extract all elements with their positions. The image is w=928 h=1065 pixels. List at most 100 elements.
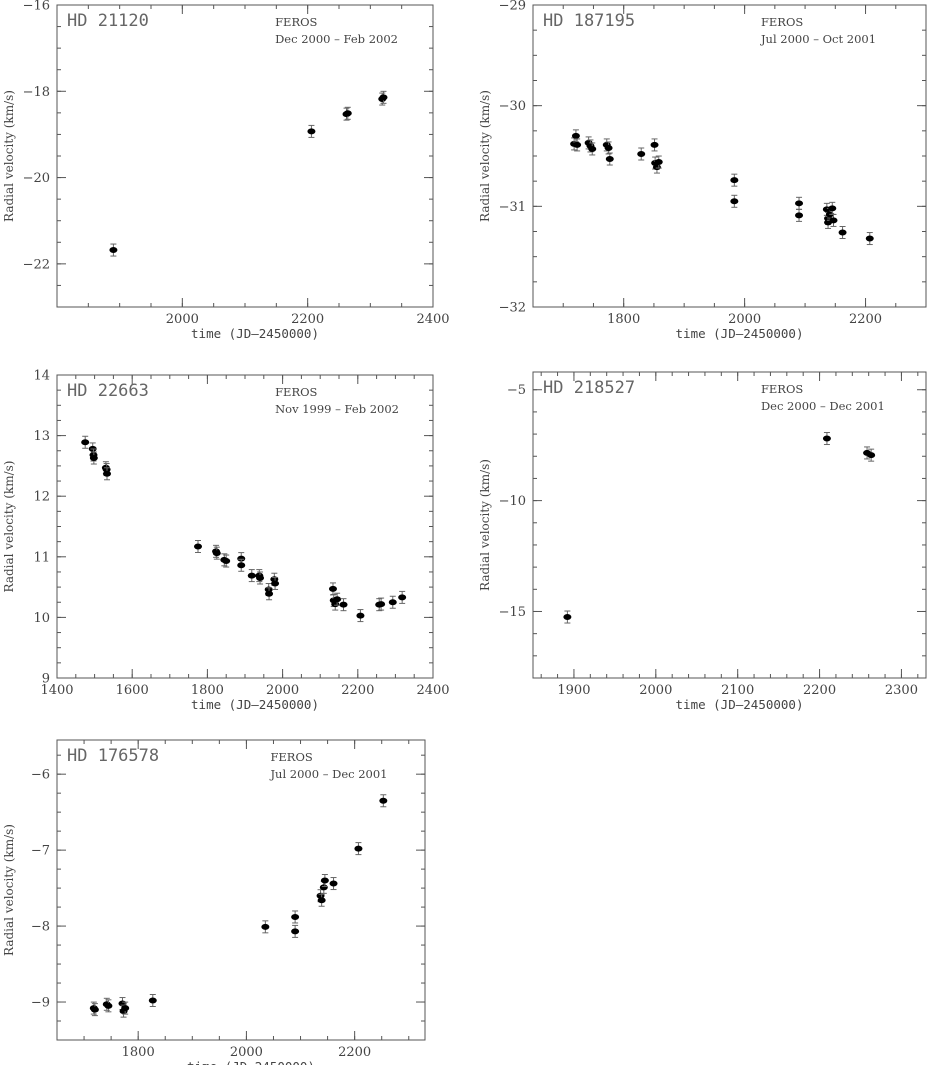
x-tick-label: 2400 bbox=[416, 312, 449, 327]
y-axis-label: Radial velocity (km/s) bbox=[2, 461, 16, 593]
x-tick-label: 2000 bbox=[230, 1045, 263, 1060]
chart-panel-1: 2000 2200 2400 −16 −18 −20 −22 time (JD–2450000… bbox=[2, 0, 450, 341]
data-point bbox=[377, 601, 386, 608]
data-point bbox=[222, 558, 231, 565]
data-point bbox=[329, 880, 338, 887]
data-point bbox=[271, 580, 280, 587]
x-tick-label: 1400 bbox=[40, 683, 73, 698]
data-point bbox=[828, 205, 837, 212]
data-point bbox=[571, 132, 580, 139]
data-point bbox=[291, 913, 300, 920]
data-point bbox=[822, 435, 831, 442]
data-point bbox=[261, 923, 270, 930]
data-point bbox=[81, 439, 90, 446]
star-name: HD 176578 bbox=[67, 746, 159, 766]
data-point bbox=[867, 452, 876, 459]
star-name: HD 21120 bbox=[67, 11, 149, 31]
y-tick-label: −22 bbox=[23, 257, 50, 272]
data-point bbox=[104, 1002, 113, 1009]
plot-frame bbox=[56, 4, 434, 308]
y-tick-label: −20 bbox=[23, 171, 50, 186]
data-point bbox=[343, 110, 352, 117]
data-point bbox=[573, 141, 582, 148]
y-tick-label: −29 bbox=[499, 0, 526, 14]
x-tick-label: 2200 bbox=[849, 312, 882, 327]
observing-period: Dec 2000 – Dec 2001 bbox=[761, 399, 885, 413]
data-point bbox=[829, 217, 838, 224]
observing-period: Jul 2000 – Dec 2001 bbox=[269, 767, 387, 781]
y-tick-label: −6 bbox=[31, 768, 50, 783]
x-axis-label: time (JD–2450000) bbox=[187, 1059, 315, 1065]
x-tick-label: 2400 bbox=[416, 683, 449, 698]
data-point bbox=[637, 150, 646, 157]
data-point bbox=[795, 212, 804, 219]
data-point bbox=[320, 877, 329, 884]
x-tick-label: 1800 bbox=[191, 683, 224, 698]
y-tick-label: −8 bbox=[31, 920, 50, 935]
x-tick-label: 2200 bbox=[341, 683, 374, 698]
x-tick-label: 2200 bbox=[291, 312, 324, 327]
data-point bbox=[605, 156, 614, 163]
chart-panel-2: 1800 2000 2200 −29 −30 −31 −32 time (JD–2450000… bbox=[478, 0, 927, 341]
data-point bbox=[588, 145, 597, 152]
y-tick-label: −9 bbox=[31, 996, 50, 1011]
x-axis-label: time (JD–2450000) bbox=[676, 326, 804, 341]
data-point bbox=[838, 229, 847, 236]
plot-frame bbox=[56, 739, 426, 1041]
data-point bbox=[339, 601, 348, 608]
chart-panel-4: 1900 2000 2100 2200 2300 −5 −10 −15 time (JD–245… bbox=[478, 371, 927, 712]
y-tick-label: −30 bbox=[499, 99, 526, 114]
data-point bbox=[604, 144, 613, 151]
star-name: HD 187195 bbox=[543, 11, 635, 31]
data-point bbox=[121, 1005, 130, 1012]
y-axis-label: Radial velocity (km/s) bbox=[2, 90, 16, 222]
y-tick-label: 12 bbox=[33, 490, 50, 505]
x-tick-label: 2000 bbox=[728, 312, 761, 327]
chart-panel-5: 1800 2000 2200 −6 −7 −8 −9 time (JD–2450000) Rad… bbox=[2, 739, 426, 1065]
data-point bbox=[652, 164, 661, 171]
y-axis-label: Radial velocity (km/s) bbox=[478, 90, 492, 222]
data-point bbox=[237, 562, 246, 569]
y-tick-label: −18 bbox=[23, 85, 50, 100]
data-point bbox=[730, 177, 739, 184]
plot-frame bbox=[532, 371, 927, 679]
data-point bbox=[89, 455, 98, 462]
instrument-label: FEROS bbox=[270, 750, 312, 764]
data-point bbox=[354, 845, 363, 852]
x-tick-label: 1900 bbox=[557, 683, 590, 698]
observing-period: Nov 1999 – Feb 2002 bbox=[275, 402, 399, 416]
y-tick-label: −31 bbox=[499, 200, 526, 215]
star-name: HD 218527 bbox=[543, 378, 635, 398]
x-axis-label: time (JD–2450000) bbox=[676, 697, 804, 712]
plot-frame bbox=[56, 374, 434, 679]
data-point bbox=[865, 235, 874, 242]
x-axis-label: time (JD–2450000) bbox=[191, 697, 319, 712]
y-tick-label: 9 bbox=[42, 672, 50, 687]
y-tick-label: −7 bbox=[31, 844, 50, 859]
plot-frame bbox=[532, 4, 927, 308]
x-tick-label: 1800 bbox=[607, 312, 640, 327]
data-point bbox=[319, 884, 328, 891]
y-tick-label: 14 bbox=[33, 369, 50, 384]
data-point bbox=[256, 575, 265, 582]
star-name: HD 22663 bbox=[67, 381, 149, 401]
y-tick-label: −32 bbox=[499, 301, 526, 316]
y-tick-label: 10 bbox=[33, 611, 50, 626]
chart-panel-3: 1400 1600 1800 2000 2200 2400 9 10 11 12 13 14 time … bbox=[2, 369, 450, 713]
data-point bbox=[103, 470, 112, 477]
data-point bbox=[730, 198, 739, 205]
observing-period: Dec 2000 – Feb 2002 bbox=[275, 32, 398, 46]
data-point bbox=[388, 599, 397, 606]
x-tick-label: 2000 bbox=[639, 683, 672, 698]
data-point bbox=[379, 797, 388, 804]
y-tick-label: −15 bbox=[499, 605, 526, 620]
y-axis-label: Radial velocity (km/s) bbox=[478, 459, 492, 591]
data-point bbox=[307, 128, 316, 135]
x-tick-label: 2000 bbox=[166, 312, 199, 327]
y-tick-label: 11 bbox=[33, 550, 50, 565]
instrument-label: FEROS bbox=[761, 382, 803, 396]
data-point bbox=[90, 1006, 99, 1013]
x-tick-label: 2200 bbox=[803, 683, 836, 698]
data-point bbox=[247, 572, 256, 579]
